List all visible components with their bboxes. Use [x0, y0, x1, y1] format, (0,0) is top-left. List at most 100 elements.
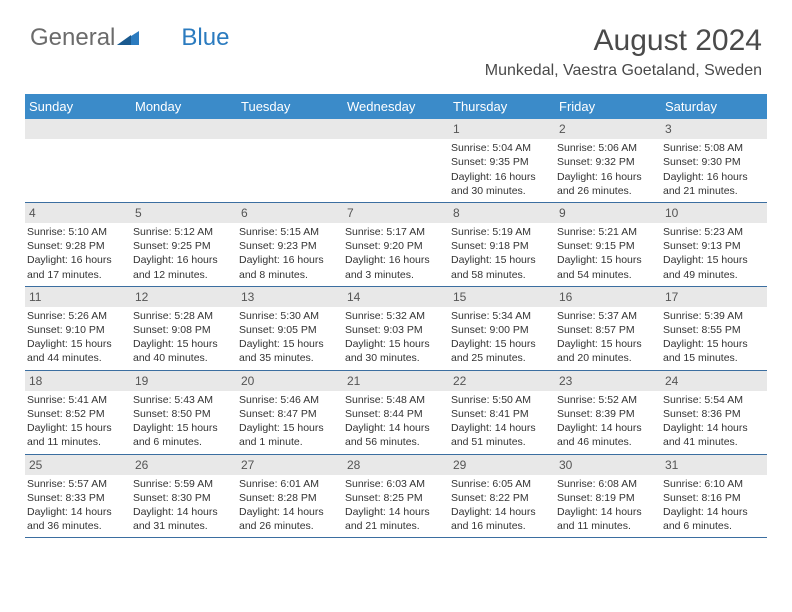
- weekday-tuesday: Tuesday: [237, 94, 343, 119]
- day-number: 5: [131, 203, 237, 223]
- sunrise-text: Sunrise: 5:08 AM: [663, 141, 763, 155]
- daylight-text: Daylight: 14 hours and 46 minutes.: [557, 421, 657, 449]
- sunrise-text: Sunrise: 5:06 AM: [557, 141, 657, 155]
- day-number: 27: [237, 455, 343, 475]
- sunset-text: Sunset: 9:23 PM: [239, 239, 339, 253]
- sunset-text: Sunset: 8:33 PM: [27, 491, 127, 505]
- day-details: Sunrise: 5:30 AMSunset: 9:05 PMDaylight:…: [237, 307, 343, 370]
- day-number: 22: [449, 371, 555, 391]
- sunrise-text: Sunrise: 6:03 AM: [345, 477, 445, 491]
- sunset-text: Sunset: 8:57 PM: [557, 323, 657, 337]
- title-block: August 2024 Munkedal, Vaestra Goetaland,…: [485, 24, 762, 80]
- daylight-text: Daylight: 14 hours and 6 minutes.: [663, 505, 763, 533]
- sunset-text: Sunset: 9:00 PM: [451, 323, 551, 337]
- day-details: Sunrise: 5:41 AMSunset: 8:52 PMDaylight:…: [25, 391, 131, 454]
- day-number: 1: [449, 119, 555, 139]
- day-details: Sunrise: 5:15 AMSunset: 9:23 PMDaylight:…: [237, 223, 343, 286]
- day-cell: 14Sunrise: 5:32 AMSunset: 9:03 PMDayligh…: [343, 287, 449, 370]
- sunset-text: Sunset: 9:35 PM: [451, 155, 551, 169]
- location: Munkedal, Vaestra Goetaland, Sweden: [485, 62, 762, 80]
- sunset-text: Sunset: 8:50 PM: [133, 407, 233, 421]
- daylight-text: Daylight: 16 hours and 3 minutes.: [345, 253, 445, 281]
- day-number: 18: [25, 371, 131, 391]
- sunset-text: Sunset: 9:18 PM: [451, 239, 551, 253]
- day-number: 13: [237, 287, 343, 307]
- sunrise-text: Sunrise: 5:04 AM: [451, 141, 551, 155]
- daylight-text: Daylight: 16 hours and 21 minutes.: [663, 170, 763, 198]
- week-row: 4Sunrise: 5:10 AMSunset: 9:28 PMDaylight…: [25, 203, 767, 287]
- sunset-text: Sunset: 9:15 PM: [557, 239, 657, 253]
- daylight-text: Daylight: 16 hours and 17 minutes.: [27, 253, 127, 281]
- weekday-header: SundayMondayTuesdayWednesdayThursdayFrid…: [25, 94, 767, 119]
- day-cell: 21Sunrise: 5:48 AMSunset: 8:44 PMDayligh…: [343, 371, 449, 454]
- day-number: 9: [555, 203, 661, 223]
- month-title: August 2024: [485, 24, 762, 58]
- sunrise-text: Sunrise: 5:21 AM: [557, 225, 657, 239]
- daylight-text: Daylight: 15 hours and 58 minutes.: [451, 253, 551, 281]
- day-number: 24: [661, 371, 767, 391]
- day-cell: 25Sunrise: 5:57 AMSunset: 8:33 PMDayligh…: [25, 455, 131, 538]
- sunset-text: Sunset: 9:32 PM: [557, 155, 657, 169]
- sunrise-text: Sunrise: 5:59 AM: [133, 477, 233, 491]
- daylight-text: Daylight: 15 hours and 40 minutes.: [133, 337, 233, 365]
- day-cell: 7Sunrise: 5:17 AMSunset: 9:20 PMDaylight…: [343, 203, 449, 286]
- sunset-text: Sunset: 9:30 PM: [663, 155, 763, 169]
- sunrise-text: Sunrise: 5:57 AM: [27, 477, 127, 491]
- sunrise-text: Sunrise: 5:48 AM: [345, 393, 445, 407]
- daylight-text: Daylight: 14 hours and 16 minutes.: [451, 505, 551, 533]
- day-number: 21: [343, 371, 449, 391]
- sunrise-text: Sunrise: 5:37 AM: [557, 309, 657, 323]
- day-details: Sunrise: 5:12 AMSunset: 9:25 PMDaylight:…: [131, 223, 237, 286]
- day-cell: 17Sunrise: 5:39 AMSunset: 8:55 PMDayligh…: [661, 287, 767, 370]
- day-cell: [131, 119, 237, 202]
- logo-text-general: General: [30, 24, 115, 52]
- sunrise-text: Sunrise: 5:39 AM: [663, 309, 763, 323]
- day-cell: 12Sunrise: 5:28 AMSunset: 9:08 PMDayligh…: [131, 287, 237, 370]
- day-number: 11: [25, 287, 131, 307]
- day-cell: 1Sunrise: 5:04 AMSunset: 9:35 PMDaylight…: [449, 119, 555, 202]
- sunset-text: Sunset: 9:03 PM: [345, 323, 445, 337]
- sunrise-text: Sunrise: 5:43 AM: [133, 393, 233, 407]
- day-cell: 30Sunrise: 6:08 AMSunset: 8:19 PMDayligh…: [555, 455, 661, 538]
- day-number: 6: [237, 203, 343, 223]
- sunrise-text: Sunrise: 5:26 AM: [27, 309, 127, 323]
- sunset-text: Sunset: 8:41 PM: [451, 407, 551, 421]
- day-number: 15: [449, 287, 555, 307]
- daylight-text: Daylight: 15 hours and 20 minutes.: [557, 337, 657, 365]
- calendar: SundayMondayTuesdayWednesdayThursdayFrid…: [25, 94, 767, 538]
- day-details: Sunrise: 5:04 AMSunset: 9:35 PMDaylight:…: [449, 139, 555, 202]
- sunrise-text: Sunrise: 5:50 AM: [451, 393, 551, 407]
- day-details: Sunrise: 6:03 AMSunset: 8:25 PMDaylight:…: [343, 475, 449, 538]
- day-number: 10: [661, 203, 767, 223]
- logo-text-blue: Blue: [181, 24, 229, 52]
- day-details: Sunrise: 5:23 AMSunset: 9:13 PMDaylight:…: [661, 223, 767, 286]
- day-details: Sunrise: 5:37 AMSunset: 8:57 PMDaylight:…: [555, 307, 661, 370]
- day-details: Sunrise: 5:28 AMSunset: 9:08 PMDaylight:…: [131, 307, 237, 370]
- day-number: 3: [661, 119, 767, 139]
- day-number: 16: [555, 287, 661, 307]
- day-details: Sunrise: 5:43 AMSunset: 8:50 PMDaylight:…: [131, 391, 237, 454]
- day-number: 8: [449, 203, 555, 223]
- sunrise-text: Sunrise: 6:10 AM: [663, 477, 763, 491]
- weekday-monday: Monday: [131, 94, 237, 119]
- day-details: Sunrise: 5:17 AMSunset: 9:20 PMDaylight:…: [343, 223, 449, 286]
- daylight-text: Daylight: 16 hours and 26 minutes.: [557, 170, 657, 198]
- daylight-text: Daylight: 16 hours and 8 minutes.: [239, 253, 339, 281]
- day-details: Sunrise: 5:46 AMSunset: 8:47 PMDaylight:…: [237, 391, 343, 454]
- day-cell: 22Sunrise: 5:50 AMSunset: 8:41 PMDayligh…: [449, 371, 555, 454]
- sunrise-text: Sunrise: 5:12 AM: [133, 225, 233, 239]
- day-cell: 4Sunrise: 5:10 AMSunset: 9:28 PMDaylight…: [25, 203, 131, 286]
- sunrise-text: Sunrise: 5:52 AM: [557, 393, 657, 407]
- daylight-text: Daylight: 14 hours and 36 minutes.: [27, 505, 127, 533]
- weekday-thursday: Thursday: [449, 94, 555, 119]
- sunset-text: Sunset: 8:19 PM: [557, 491, 657, 505]
- day-cell: 5Sunrise: 5:12 AMSunset: 9:25 PMDaylight…: [131, 203, 237, 286]
- weekday-saturday: Saturday: [661, 94, 767, 119]
- sunrise-text: Sunrise: 5:10 AM: [27, 225, 127, 239]
- daylight-text: Daylight: 15 hours and 30 minutes.: [345, 337, 445, 365]
- sunset-text: Sunset: 9:05 PM: [239, 323, 339, 337]
- day-cell: [237, 119, 343, 202]
- day-cell: 31Sunrise: 6:10 AMSunset: 8:16 PMDayligh…: [661, 455, 767, 538]
- sunset-text: Sunset: 9:10 PM: [27, 323, 127, 337]
- sunrise-text: Sunrise: 6:01 AM: [239, 477, 339, 491]
